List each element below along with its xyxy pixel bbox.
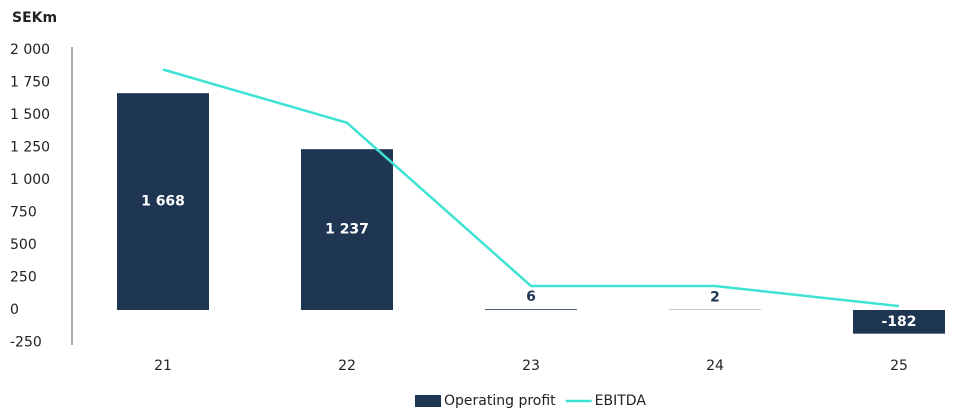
y-tick-label: 0 [10,302,19,318]
data-label: 1 237 [325,222,369,238]
legend-label: Operating profit [444,393,556,409]
data-label: -182 [881,314,916,330]
legend-swatch [415,395,441,407]
y-tick-label: -250 [10,335,42,351]
x-tick-label: 22 [338,358,356,374]
data-label: 6 [526,289,536,305]
y-tick-label: 750 [10,205,37,221]
unit-label: SEKm [12,10,57,26]
bar [301,149,393,310]
y-tick-label: 1 500 [10,107,50,123]
x-tick-label: 25 [890,358,908,374]
y-tick-label: 250 [10,270,37,286]
line [162,68,900,308]
x-tick-label: 23 [522,358,540,374]
y-tick-label: 2 000 [10,42,50,58]
bar [853,310,945,334]
bar [117,93,209,310]
legend-label: EBITDA [595,393,647,409]
y-tick-label: 1 250 [10,140,50,156]
data-label: 2 [710,290,720,306]
x-tick-label: 24 [706,358,724,374]
bar [485,309,577,310]
y-tick-label: 1 000 [10,172,50,188]
y-tick-label: 500 [10,237,37,253]
x-tick-label: 21 [154,358,172,374]
y-tick-label: 1 750 [10,75,50,91]
data-label: 1 668 [141,194,185,210]
